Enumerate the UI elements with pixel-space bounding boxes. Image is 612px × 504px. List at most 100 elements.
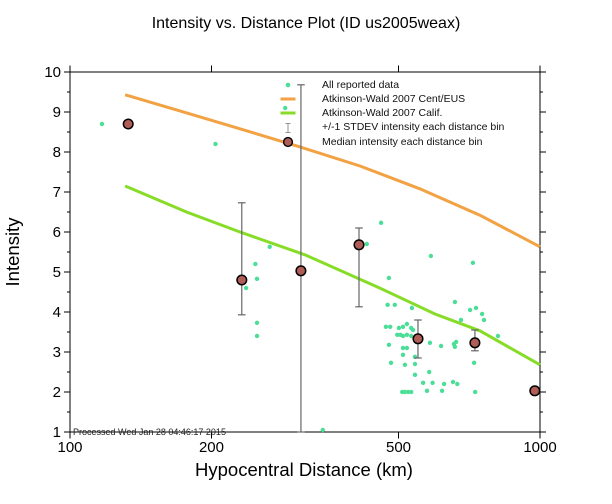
scatter-dot-icon xyxy=(278,79,297,91)
scatter-point xyxy=(385,302,390,307)
scatter-point xyxy=(470,260,476,265)
scatter-point xyxy=(392,302,397,307)
scatter-point xyxy=(400,345,406,351)
legend-label: +/-1 STDEV intensity each distance bin xyxy=(322,121,505,134)
scatter-point xyxy=(409,305,415,311)
y-tick-label: 10 xyxy=(44,64,61,81)
scatter-point xyxy=(428,253,434,259)
scatter-point xyxy=(412,361,418,367)
scatter-point xyxy=(481,317,487,323)
scatter-point xyxy=(424,388,430,393)
legend-label: All reported data xyxy=(322,78,400,91)
scatter-point xyxy=(410,327,416,333)
scatter-point xyxy=(378,220,384,225)
scatter-point xyxy=(405,389,411,395)
x-tick-label: 500 xyxy=(386,439,411,456)
scatter-point xyxy=(453,339,459,345)
y-tick-label: 1 xyxy=(53,424,61,441)
legend-item-calif-curve: Atkinson-Wald 2007 Calif. xyxy=(278,106,504,120)
y-tick-label: 4 xyxy=(53,304,61,321)
scatter-point xyxy=(320,427,325,433)
scatter-point xyxy=(471,360,477,365)
scatter-point xyxy=(450,379,456,385)
median-point xyxy=(353,239,365,251)
scatter-point xyxy=(388,324,393,329)
scatter-point xyxy=(409,389,414,395)
x-axis-label: Hypocentral Distance (km) xyxy=(195,459,413,480)
x-tick-label: 200 xyxy=(199,439,224,456)
scatter-point xyxy=(404,321,410,327)
legend-label: Median intensity each distance bin xyxy=(322,135,483,148)
curve-ceus xyxy=(124,93,541,249)
error-bar-icon xyxy=(278,122,297,134)
scatter-point xyxy=(254,276,260,281)
plot-area: 100 200 500 1000 1 2 3 4 5 6 7 8 9 10 xyxy=(44,64,556,456)
scatter-point xyxy=(386,275,392,281)
scatter-point xyxy=(395,332,400,337)
scatter-point xyxy=(452,299,458,305)
median-series xyxy=(122,118,541,397)
scatter-point xyxy=(267,244,272,249)
scatter-point xyxy=(467,307,473,313)
legend-item-ceus-curve: Atkinson-Wald 2007 Cent/EUS xyxy=(278,92,504,106)
scatter-point xyxy=(430,380,435,385)
scatter-point xyxy=(402,389,408,395)
scatter-point xyxy=(452,344,458,349)
y-tick-label: 8 xyxy=(53,144,61,161)
x-tick-label: 100 xyxy=(57,439,82,456)
scatter-point xyxy=(473,305,479,311)
scatter-point xyxy=(254,333,260,339)
legend-item-all-data: All reported data xyxy=(278,78,504,92)
legend-item-median: Median intensity each distance bin xyxy=(278,135,504,149)
median-point xyxy=(236,274,248,286)
median-point xyxy=(295,265,307,277)
x-ticks: 100 200 500 1000 xyxy=(57,65,557,456)
scatter-point xyxy=(283,105,288,111)
scatter-point xyxy=(386,342,392,347)
y-tick-label: 3 xyxy=(53,344,61,361)
y-tick-label: 6 xyxy=(53,224,61,241)
scatter-series xyxy=(99,105,501,433)
scatter-point xyxy=(495,333,501,339)
scatter-point xyxy=(404,332,410,337)
scatter-point xyxy=(364,241,369,247)
median-point xyxy=(469,337,481,349)
y-tick-label: 7 xyxy=(53,184,61,201)
y-ticks: 1 2 3 4 5 6 7 8 9 10 xyxy=(44,64,546,441)
scatter-point xyxy=(396,325,402,331)
scatter-point xyxy=(99,121,105,127)
scatter-point xyxy=(409,333,414,339)
scatter-point xyxy=(427,340,433,345)
scatter-point xyxy=(400,333,406,339)
chart-title: Intensity vs. Distance Plot (ID us2005we… xyxy=(151,15,461,32)
scatter-point xyxy=(420,380,426,385)
y-tick-label: 2 xyxy=(53,384,61,401)
y-tick-label: 5 xyxy=(53,264,61,281)
orange-line-icon xyxy=(278,93,297,105)
scatter-point xyxy=(439,388,445,393)
curve-calif xyxy=(124,184,541,367)
scatter-point xyxy=(400,352,406,357)
scatter-point xyxy=(412,372,418,377)
scatter-point xyxy=(213,141,218,147)
median-circle-icon xyxy=(278,136,297,148)
scatter-point xyxy=(455,381,460,387)
scatter-point xyxy=(458,317,464,323)
scatter-point xyxy=(479,311,485,317)
scatter-point xyxy=(254,320,260,325)
scatter-point xyxy=(243,285,249,291)
median-point xyxy=(412,333,424,345)
median-point xyxy=(529,385,541,397)
scatter-point xyxy=(400,324,406,329)
scatter-point xyxy=(404,345,410,351)
legend-label: Atkinson-Wald 2007 Cent/EUS xyxy=(322,93,466,106)
scatter-point xyxy=(473,389,478,395)
green-line-icon xyxy=(278,107,297,119)
legend-label: Atkinson-Wald 2007 Calif. xyxy=(322,107,443,120)
scatter-point xyxy=(441,381,447,387)
median-point xyxy=(122,118,134,130)
y-axis-label: Intensity xyxy=(2,217,23,287)
scatter-point xyxy=(402,362,408,367)
scatter-point xyxy=(388,360,394,365)
